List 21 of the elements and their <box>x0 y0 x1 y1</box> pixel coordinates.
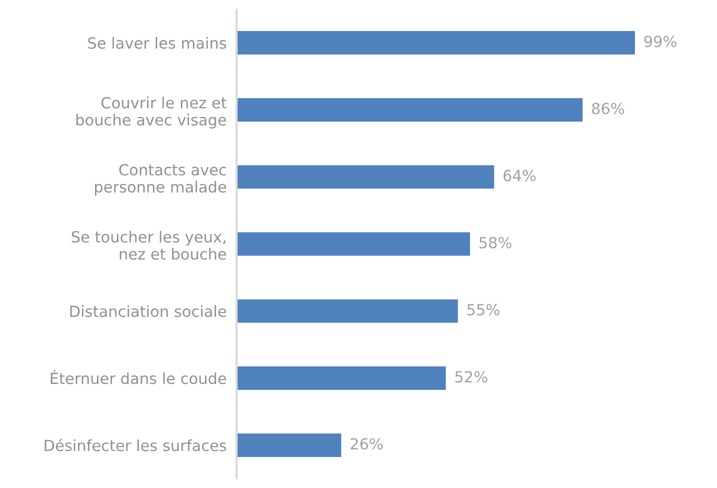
y-tick-label: Désinfecter les surfaces <box>44 438 226 452</box>
y-tick-label: Distanciation sociale <box>70 305 226 318</box>
bar <box>236 98 583 122</box>
bar <box>236 232 470 256</box>
y-tick-label: Éternuer dans le coude <box>50 370 226 384</box>
data-label: 55% <box>467 304 500 316</box>
bar <box>236 31 635 55</box>
y-tick-label: Se toucher les yeux, nez et bouche <box>72 230 226 260</box>
y-tick-label: Se laver les mains <box>88 36 226 49</box>
bar <box>236 299 458 323</box>
data-label: 86% <box>592 102 624 114</box>
bar <box>236 366 446 390</box>
data-label: 52% <box>455 371 488 383</box>
data-label: 64% <box>504 170 536 182</box>
data-label: 26% <box>350 438 383 450</box>
y-tick-label: Contacts avec personne malade <box>95 164 226 196</box>
bar <box>236 165 494 189</box>
bar <box>236 433 342 457</box>
y-tick-label: Couvrir le nez et bouche avec visage <box>76 96 227 129</box>
data-label: 99% <box>644 36 676 48</box>
data-label: 58% <box>479 236 512 248</box>
